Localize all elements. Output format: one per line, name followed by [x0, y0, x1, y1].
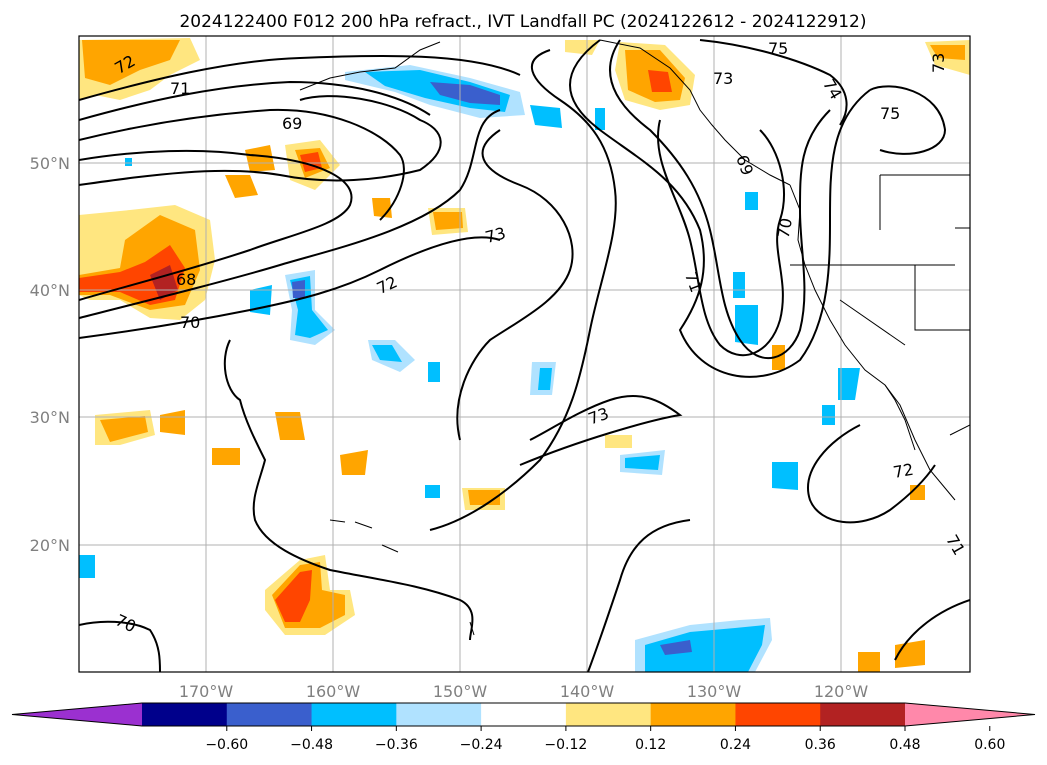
fill-patch	[605, 435, 632, 448]
colorbar-tick-label: 0.48	[889, 737, 920, 753]
fill-patch	[100, 416, 148, 442]
fill-patch	[733, 272, 745, 298]
fill-patch	[82, 40, 180, 85]
contour-label: 75	[768, 39, 788, 58]
colorbar-tick-label: 0.36	[805, 737, 836, 753]
gridlines	[79, 36, 970, 672]
lon-label: 150°W	[433, 682, 488, 701]
lon-label: 130°W	[687, 682, 742, 701]
fill-patch	[660, 640, 692, 655]
negative-anomaly-fills	[79, 65, 860, 672]
figure-title: 2024122400 F012 200 hPa refract., IVT La…	[179, 12, 866, 32]
fill-patch	[772, 345, 785, 370]
fill-patch	[595, 108, 605, 130]
fill-patch	[645, 625, 765, 672]
lat-label: 30°N	[30, 408, 70, 427]
fill-patch	[275, 412, 305, 440]
fill-patch	[212, 448, 240, 465]
contour-label: 70	[180, 313, 200, 332]
fill-patch	[530, 105, 562, 128]
contour-label: 75	[880, 104, 900, 123]
fill-patch	[292, 280, 305, 298]
lat-label: 40°N	[30, 281, 70, 300]
lon-label: 170°W	[179, 682, 234, 701]
contour-lines	[79, 39, 970, 672]
fill-patch	[225, 175, 258, 198]
positive-anomaly-fills	[79, 38, 970, 672]
fill-patch	[160, 410, 185, 435]
colorbar-segment	[396, 703, 482, 726]
fill-patch	[425, 485, 440, 498]
fill-patch	[745, 192, 758, 210]
fill-patch	[340, 450, 368, 475]
fill-patch	[838, 368, 860, 400]
lat-label: 50°N	[30, 154, 70, 173]
colorbar-segment	[226, 703, 313, 726]
lon-label: 160°W	[306, 682, 361, 701]
fill-patch	[625, 455, 660, 470]
colorbar-extend-low	[12, 703, 142, 726]
fill-patch	[772, 462, 798, 490]
colorbar-segment	[481, 703, 567, 726]
fill-patch	[735, 305, 758, 345]
colorbar-extend-high	[905, 703, 1035, 726]
map-background	[79, 36, 970, 672]
contour-label: 73	[483, 223, 508, 247]
colorbar: −0.60 −0.48 −0.36 −0.24 −0.12 0.12 0.24 0.36 0.4…	[11, 702, 1036, 753]
fill-patch	[245, 145, 275, 172]
fill-patch	[428, 362, 440, 382]
contour-label: 69	[282, 114, 302, 133]
colorbar-segment	[820, 703, 906, 726]
fill-patch	[125, 158, 132, 166]
colorbar-tick-label: −0.48	[290, 737, 333, 753]
fill-patch	[79, 555, 95, 578]
colorbar-tick-label: −0.36	[375, 737, 418, 753]
colorbar-segment	[650, 703, 736, 726]
colorbar-segment	[142, 703, 228, 726]
colorbar-tick-label: 0.24	[720, 737, 751, 753]
contour-label: 68	[176, 270, 196, 289]
fill-patch	[858, 652, 880, 672]
colorbar-tick-label: 0.12	[635, 737, 666, 753]
fill-patch	[648, 70, 672, 92]
contour-label: 73	[929, 53, 948, 73]
contour-label: 70	[774, 216, 796, 239]
fill-patch	[822, 405, 835, 425]
colorbar-segment	[735, 703, 821, 726]
coastlines	[299, 39, 970, 636]
fill-patch	[433, 212, 463, 230]
lon-label: 120°W	[814, 682, 869, 701]
lat-axis-labels: 50°N 40°N 30°N 20°N	[30, 154, 70, 555]
fill-patch	[930, 45, 965, 60]
fill-patch	[372, 345, 402, 362]
contour-label: 72	[892, 460, 915, 482]
colorbar-segment	[311, 703, 397, 726]
fill-patch	[275, 570, 312, 622]
map-frame	[78, 35, 971, 673]
contour-label: 73	[713, 69, 733, 88]
map-area: 72 71 69 68 70 72 73 73 71 70 69 73 74 7…	[79, 36, 970, 672]
colorbar-tick-label: −0.24	[460, 737, 503, 753]
colorbar-tick-label: −0.12	[544, 737, 587, 753]
lon-label: 140°W	[560, 682, 615, 701]
fill-patch	[565, 40, 600, 55]
fill-patch	[430, 82, 500, 105]
contour-label: 71	[170, 79, 190, 98]
lat-label: 20°N	[30, 536, 70, 555]
lon-axis-labels: 170°W 160°W 150°W 140°W 130°W 120°W	[179, 682, 869, 701]
colorbar-tick-label: 0.60	[974, 737, 1005, 753]
colorbar-tick-label: −0.60	[205, 737, 248, 753]
colorbar-outline	[11, 702, 1036, 727]
fill-patch	[538, 368, 552, 390]
colorbar-segment	[565, 703, 652, 726]
